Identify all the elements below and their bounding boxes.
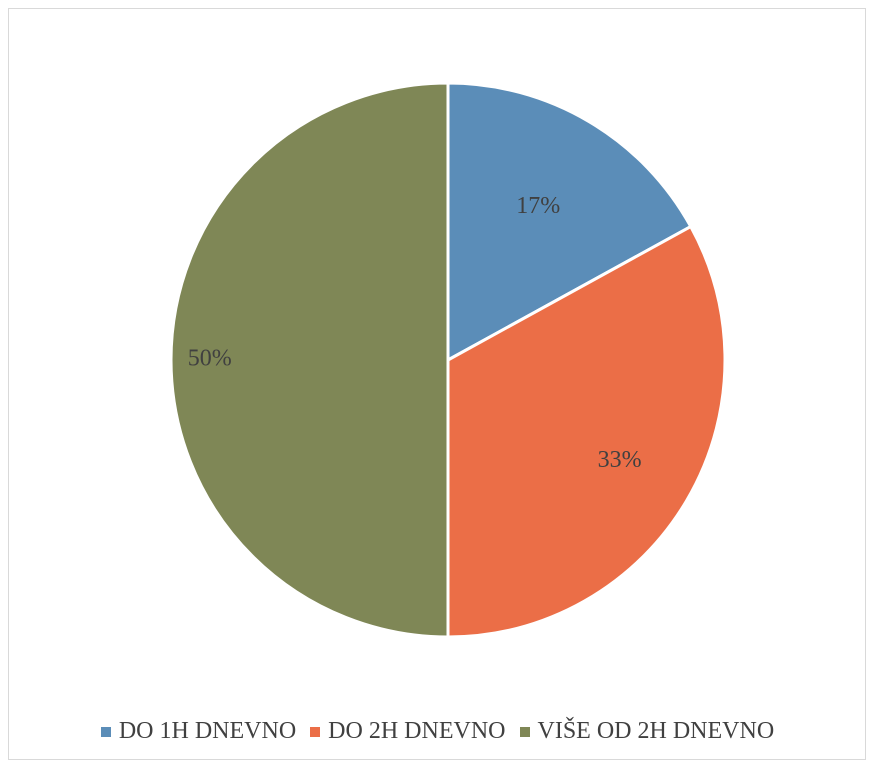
legend: DO 1H DNEVNO DO 2H DNEVNO VIŠE OD 2H DNE… (0, 718, 875, 745)
pie-data-labels: 17% 33% 50% (188, 193, 642, 473)
legend-item-do-1h: DO 1H DNEVNO (100, 718, 297, 745)
legend-label-do-2h: DO 2H DNEVNO (328, 718, 506, 744)
legend-item-do-2h: DO 2H DNEVNO (310, 718, 506, 745)
legend-label-do-1h: DO 1H DNEVNO (118, 718, 297, 744)
data-label-vise-od-2h: 50% (188, 346, 232, 372)
legend-swatch-do-2h (310, 726, 321, 737)
legend-swatch-do-1h (100, 726, 111, 737)
pie-slices (169, 81, 727, 639)
pie-slice-vise-od-2h (169, 81, 450, 639)
pie-slice-do-1h (446, 81, 693, 362)
data-label-do-1h: 17% (516, 193, 560, 219)
legend-label-vise-od-2h: VIŠE OD 2H DNEVNO (537, 718, 775, 744)
data-label-do-2h: 33% (598, 447, 642, 473)
legend-item-vise-od-2h: VIŠE OD 2H DNEVNO (519, 718, 775, 745)
legend-swatch-vise-od-2h (519, 726, 530, 737)
pie-slice-do-2h (446, 225, 727, 639)
